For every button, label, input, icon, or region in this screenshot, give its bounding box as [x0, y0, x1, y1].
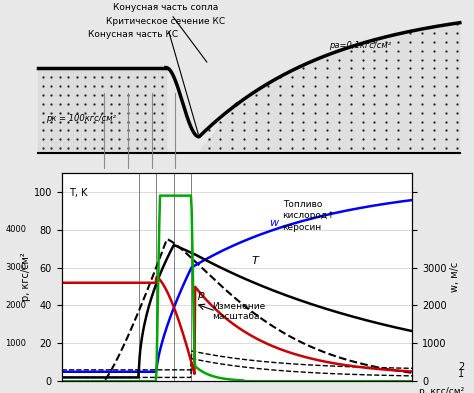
Text: кислород↑: кислород↑: [283, 211, 335, 220]
Text: p: p: [197, 290, 204, 300]
Text: T, K: T, K: [69, 187, 87, 198]
Text: 1000: 1000: [6, 339, 27, 348]
Text: pк = 100кгс/см²: pк = 100кгс/см²: [46, 114, 116, 123]
Text: масштаба: масштаба: [212, 312, 260, 321]
Text: 2: 2: [458, 362, 464, 372]
Text: Топливо: Топливо: [283, 200, 322, 209]
Text: Конусная часть сопла: Конусная часть сопла: [113, 3, 219, 62]
Text: w: w: [269, 218, 278, 228]
Text: T: T: [251, 256, 258, 266]
Text: Изменение: Изменение: [212, 302, 266, 311]
Y-axis label: w, м/с: w, м/с: [449, 262, 459, 292]
Polygon shape: [38, 68, 166, 153]
Y-axis label: p, кгс/см²: p, кгс/см²: [21, 253, 31, 301]
Text: Критическое сечение КС: Критическое сечение КС: [106, 17, 226, 134]
Text: 1: 1: [458, 369, 464, 380]
Text: 4000: 4000: [6, 225, 27, 234]
Text: 3000: 3000: [5, 263, 27, 272]
Text: керосин: керосин: [283, 223, 322, 232]
Text: pа=0,1кгс/см²: pа=0,1кгс/см²: [329, 41, 392, 50]
Text: Конусная часть КС: Конусная часть КС: [88, 30, 178, 39]
Polygon shape: [199, 23, 460, 153]
Text: p, кгс/см²: p, кгс/см²: [419, 387, 465, 393]
Text: 2000: 2000: [6, 301, 27, 310]
